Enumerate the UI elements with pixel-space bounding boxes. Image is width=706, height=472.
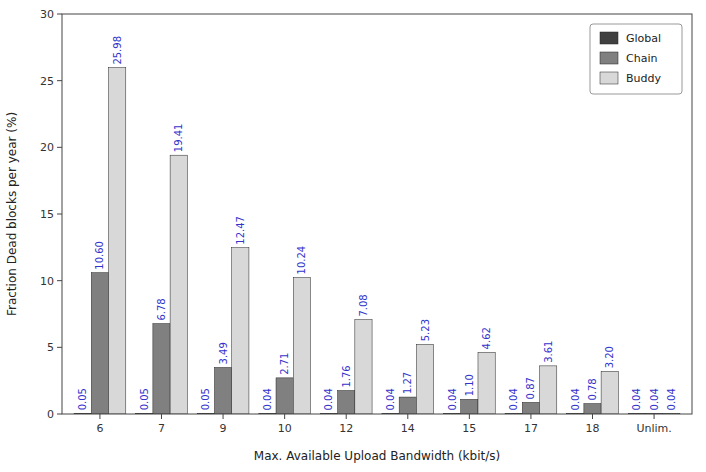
bar bbox=[153, 324, 170, 414]
x-tick bbox=[530, 414, 531, 419]
x-tick-label: 10 bbox=[278, 422, 292, 435]
data-label: 25.98 bbox=[112, 36, 123, 65]
bar bbox=[416, 344, 433, 414]
chart: 0 5 10 15 20 25 30 0.05 0.05 0.05 0.04 0.04 0.04 0.04… bbox=[0, 0, 706, 472]
data-label: 0.04 bbox=[323, 388, 334, 410]
bar bbox=[91, 273, 108, 414]
bar bbox=[601, 371, 618, 414]
bar bbox=[478, 352, 495, 414]
data-label: 0.04 bbox=[262, 388, 273, 410]
bar bbox=[584, 404, 601, 414]
x-tick-label: 12 bbox=[339, 422, 353, 435]
data-label: 4.62 bbox=[481, 327, 492, 349]
bars bbox=[74, 68, 680, 414]
bar bbox=[232, 248, 249, 414]
bar bbox=[170, 155, 187, 414]
y-tick-label: 15 bbox=[40, 208, 54, 221]
data-label: 0.05 bbox=[77, 388, 88, 410]
x-tick-label: Unlim. bbox=[636, 422, 671, 435]
y-tick-label: 10 bbox=[40, 275, 54, 288]
x-tick bbox=[161, 414, 162, 419]
data-label: 7.08 bbox=[358, 294, 369, 316]
legend-box bbox=[590, 24, 682, 94]
y-tick-label: 0 bbox=[47, 408, 54, 421]
data-label: 10.60 bbox=[94, 241, 105, 270]
x-tick bbox=[407, 414, 408, 419]
data-label: 3.20 bbox=[604, 346, 615, 368]
x-tick-label: 7 bbox=[158, 422, 165, 435]
bar bbox=[522, 402, 539, 414]
data-label: 1.27 bbox=[402, 372, 413, 394]
data-label: 0.04 bbox=[508, 388, 519, 410]
y-tick-label: 5 bbox=[47, 341, 54, 354]
bar bbox=[338, 391, 355, 414]
data-label: 0.04 bbox=[447, 388, 458, 410]
data-label: 3.61 bbox=[543, 341, 554, 363]
data-label: 0.04 bbox=[570, 388, 581, 410]
data-label: 0.04 bbox=[666, 388, 677, 410]
bar bbox=[214, 367, 231, 414]
bar bbox=[293, 277, 310, 414]
data-label: 0.05 bbox=[139, 388, 150, 410]
y-axis-label: Fraction Dead blocks per year (%) bbox=[5, 112, 19, 316]
y-tick bbox=[57, 147, 62, 148]
data-label: 0.87 bbox=[525, 377, 536, 399]
x-tick-label: 17 bbox=[524, 422, 538, 435]
x-tick bbox=[223, 414, 224, 419]
legend-label: Global bbox=[626, 32, 661, 45]
y-tick-label: 30 bbox=[40, 8, 54, 21]
x-tick-label: 14 bbox=[401, 422, 415, 435]
data-label: 0.04 bbox=[649, 388, 660, 410]
data-label: 1.76 bbox=[341, 365, 352, 387]
bar bbox=[109, 68, 126, 414]
data-label: 0.78 bbox=[587, 378, 598, 400]
data-label: 1.10 bbox=[464, 374, 475, 396]
y-tick bbox=[57, 214, 62, 215]
bar bbox=[355, 320, 372, 414]
x-tick bbox=[592, 414, 593, 419]
bar bbox=[461, 399, 478, 414]
x-tick-label: 18 bbox=[586, 422, 600, 435]
data-label: 5.23 bbox=[420, 319, 431, 341]
x-tick bbox=[346, 414, 347, 419]
y-tick-label: 25 bbox=[40, 75, 54, 88]
legend-swatch bbox=[600, 32, 618, 44]
x-tick-label: 9 bbox=[220, 422, 227, 435]
data-label: 2.71 bbox=[279, 353, 290, 375]
y-tick bbox=[57, 347, 62, 348]
x-tick bbox=[469, 414, 470, 419]
data-label: 10.24 bbox=[296, 246, 307, 275]
y-tick-label: 20 bbox=[40, 141, 54, 154]
data-label: 12.47 bbox=[235, 216, 246, 245]
legend-label: Chain bbox=[626, 52, 657, 65]
x-axis-label: Max. Available Upload Bandwidth (kbit/s) bbox=[254, 449, 500, 463]
bar bbox=[540, 366, 557, 414]
legend-swatch bbox=[600, 52, 618, 64]
data-label: 3.49 bbox=[218, 342, 229, 364]
legend-label: Buddy bbox=[626, 72, 661, 85]
x-tick bbox=[284, 414, 285, 419]
legend: Global Chain Buddy bbox=[590, 24, 682, 94]
data-label: 0.05 bbox=[200, 388, 211, 410]
data-label: 0.04 bbox=[385, 388, 396, 410]
bar bbox=[276, 378, 293, 414]
data-label: 0.04 bbox=[631, 388, 642, 410]
y-tick bbox=[57, 414, 62, 415]
data-label: 19.41 bbox=[173, 124, 184, 153]
y-tick bbox=[57, 80, 62, 81]
plot-frame bbox=[62, 14, 692, 414]
data-label: 6.78 bbox=[156, 298, 167, 320]
x-tick-label: 6 bbox=[96, 422, 103, 435]
y-tick bbox=[57, 280, 62, 281]
legend-swatch bbox=[600, 72, 618, 84]
x-tick bbox=[99, 414, 100, 419]
y-tick bbox=[57, 14, 62, 15]
x-tick-label: 15 bbox=[462, 422, 476, 435]
bar bbox=[399, 397, 416, 414]
x-tick bbox=[654, 414, 655, 419]
